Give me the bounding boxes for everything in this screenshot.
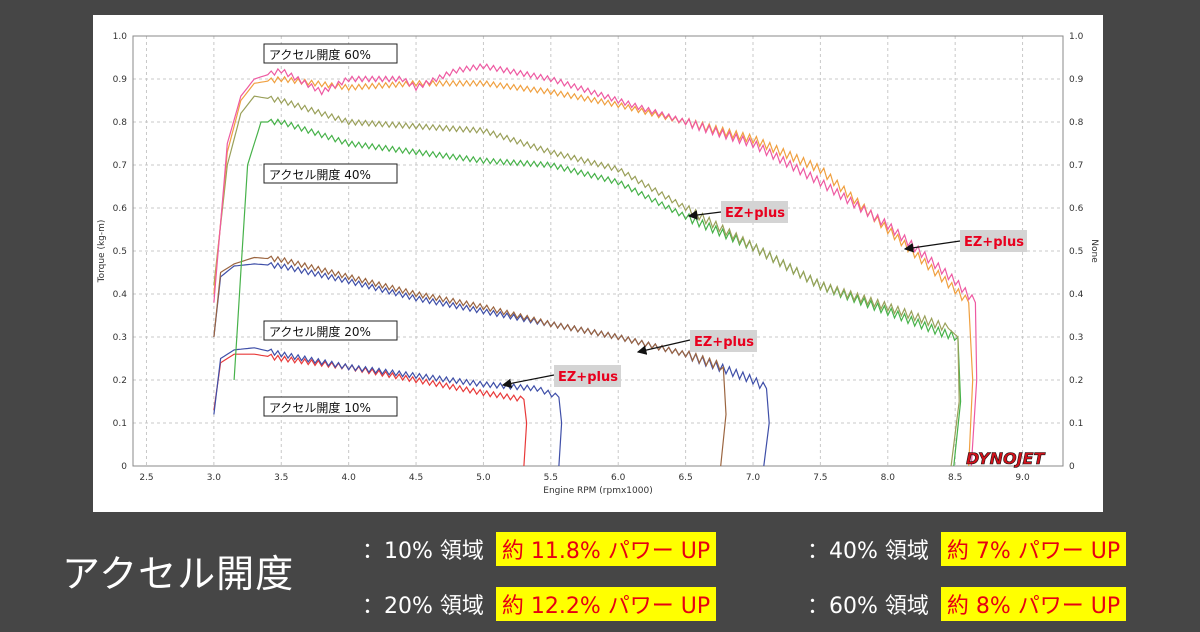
y-tick-label-right: 0.1 xyxy=(1069,419,1083,429)
x-tick-label: 3.5 xyxy=(274,473,288,483)
throttle-label-60: アクセル開度 60% xyxy=(263,43,398,64)
y-tick-label-left: 0.9 xyxy=(113,75,128,85)
legend-row-10: ：10% 領域 約 11.8% パワー UP xyxy=(362,532,717,566)
series-layer xyxy=(213,63,978,467)
x-tick-label: 8.0 xyxy=(881,473,896,483)
svg-text:EZ+plus: EZ+plus xyxy=(558,370,618,385)
series-line-2 xyxy=(213,261,770,467)
svg-text:アクセル開度 20%: アクセル開度 20% xyxy=(269,324,371,339)
x-tick-label: 6.0 xyxy=(611,473,626,483)
svg-text:EZ+plus: EZ+plus xyxy=(964,235,1024,250)
legend-label: ：60% 領域 xyxy=(807,594,929,619)
x-tick-label: 5.0 xyxy=(476,473,491,483)
x-tick-label: 4.0 xyxy=(341,473,356,483)
x-tick-label: 2.5 xyxy=(139,473,153,483)
y-tick-label-left: 0.7 xyxy=(113,161,127,171)
x-tick-label: 9.0 xyxy=(1015,473,1030,483)
legend-label: ：40% 領域 xyxy=(807,539,929,564)
y-tick-label-right: 0 xyxy=(1069,462,1075,472)
y-axis-left-label: Torque (kg-m) xyxy=(97,220,107,284)
series-line-3 xyxy=(213,255,727,467)
y-tick-label-left: 0.1 xyxy=(113,419,127,429)
callout-ez-plus-40: EZ+plus xyxy=(687,201,788,223)
y-axis-right: 0 0.1 0.2 0.3 0.4 0.5 0.6 0.7 0.8 0.9 1.0 xyxy=(1069,32,1084,472)
y-tick-label-right: 1.0 xyxy=(1069,32,1084,42)
series-line-6 xyxy=(213,75,974,467)
grid xyxy=(133,35,1063,467)
y-tick-label-left: 0.8 xyxy=(113,118,128,128)
x-tick-label: 7.5 xyxy=(813,473,827,483)
footer-title: アクセル開度 xyxy=(62,552,295,596)
dynojet-logo: DYNOJET xyxy=(966,449,1046,468)
gain-badge: 約 12.2% パワー UP xyxy=(495,587,717,621)
y-tick-label-right: 0.9 xyxy=(1069,75,1084,85)
y-axis-right-label: None xyxy=(1089,239,1099,263)
y-tick-label-right: 0.8 xyxy=(1069,118,1084,128)
legend-row-20: ：20% 領域 約 12.2% パワー UP xyxy=(362,587,717,621)
y-tick-label-right: 0.2 xyxy=(1069,376,1083,386)
gain-badge: 約 11.8% パワー UP xyxy=(495,532,717,566)
x-tick-label: 5.5 xyxy=(544,473,558,483)
x-tick-label: 7.0 xyxy=(746,473,761,483)
x-axis-label: Engine RPM (rpmx1000) xyxy=(543,486,652,496)
x-tick-label: 8.5 xyxy=(948,473,962,483)
y-tick-label-right: 0.4 xyxy=(1069,290,1084,300)
callout-ez-plus-20: EZ+plus xyxy=(636,330,757,355)
series-line-4 xyxy=(233,118,962,467)
throttle-label-20: アクセル開度 20% xyxy=(263,320,398,341)
legend-row-60: ：60% 領域 約 8% パワー UP xyxy=(807,587,1127,621)
y-tick-label-left: 0.4 xyxy=(113,290,128,300)
plot-frame xyxy=(132,35,1064,467)
y-tick-label-left: 0.5 xyxy=(113,247,127,257)
throttle-label-40: アクセル開度 40% xyxy=(263,163,398,184)
y-tick-label-right: 0.7 xyxy=(1069,161,1083,171)
callout-ez-plus-60: EZ+plus xyxy=(903,230,1027,253)
gain-badge: 約 7% パワー UP xyxy=(940,532,1127,566)
x-axis: 2.5 3.0 3.5 4.0 4.5 5.0 5.5 6.0 6.5 7.0 7.5 8.0 8.5 9… xyxy=(139,473,1030,483)
throttle-label-10: アクセル開度 10% xyxy=(263,396,398,417)
svg-text:EZ+plus: EZ+plus xyxy=(725,206,785,221)
legend-label: ：20% 領域 xyxy=(362,594,484,619)
y-tick-label-right: 0.6 xyxy=(1069,204,1084,214)
y-axis-left: 0 0.1 0.2 0.3 0.4 0.5 0.6 0.7 0.8 0.9 1.0 xyxy=(113,32,128,472)
y-tick-label-right: 0.3 xyxy=(1069,333,1083,343)
series-line-0 xyxy=(213,353,528,467)
y-tick-label-right: 0.5 xyxy=(1069,247,1083,257)
callout-ez-plus-10: EZ+plus xyxy=(501,365,621,389)
series-line-7 xyxy=(213,63,978,467)
svg-text:EZ+plus: EZ+plus xyxy=(694,335,754,350)
legend-label: ：10% 領域 xyxy=(362,539,484,564)
legend-row-40: ：40% 領域 約 7% パワー UP xyxy=(807,532,1127,566)
series-line-5 xyxy=(213,95,960,467)
svg-text:アクセル開度 10%: アクセル開度 10% xyxy=(269,400,371,415)
y-tick-label-left: 1.0 xyxy=(113,32,128,42)
y-tick-label-left: 0 xyxy=(121,462,127,472)
dyno-chart: 2.5 3.0 3.5 4.0 4.5 5.0 5.5 6.0 6.5 7.0 7.5 8.0 8.5 9… xyxy=(97,32,1099,496)
gain-badge: 約 8% パワー UP xyxy=(940,587,1127,621)
y-tick-label-left: 0.6 xyxy=(113,204,128,214)
svg-text:アクセル開度 60%: アクセル開度 60% xyxy=(269,47,371,62)
x-tick-label: 4.5 xyxy=(409,473,423,483)
y-tick-label-left: 0.2 xyxy=(113,376,127,386)
x-tick-label: 6.5 xyxy=(678,473,692,483)
svg-text:アクセル開度 40%: アクセル開度 40% xyxy=(269,167,371,182)
chart-panel: 2.5 3.0 3.5 4.0 4.5 5.0 5.5 6.0 6.5 7.0 7.5 8.0 8.5 9… xyxy=(93,15,1103,512)
x-tick-label: 3.0 xyxy=(207,473,222,483)
y-tick-label-left: 0.3 xyxy=(113,333,127,343)
